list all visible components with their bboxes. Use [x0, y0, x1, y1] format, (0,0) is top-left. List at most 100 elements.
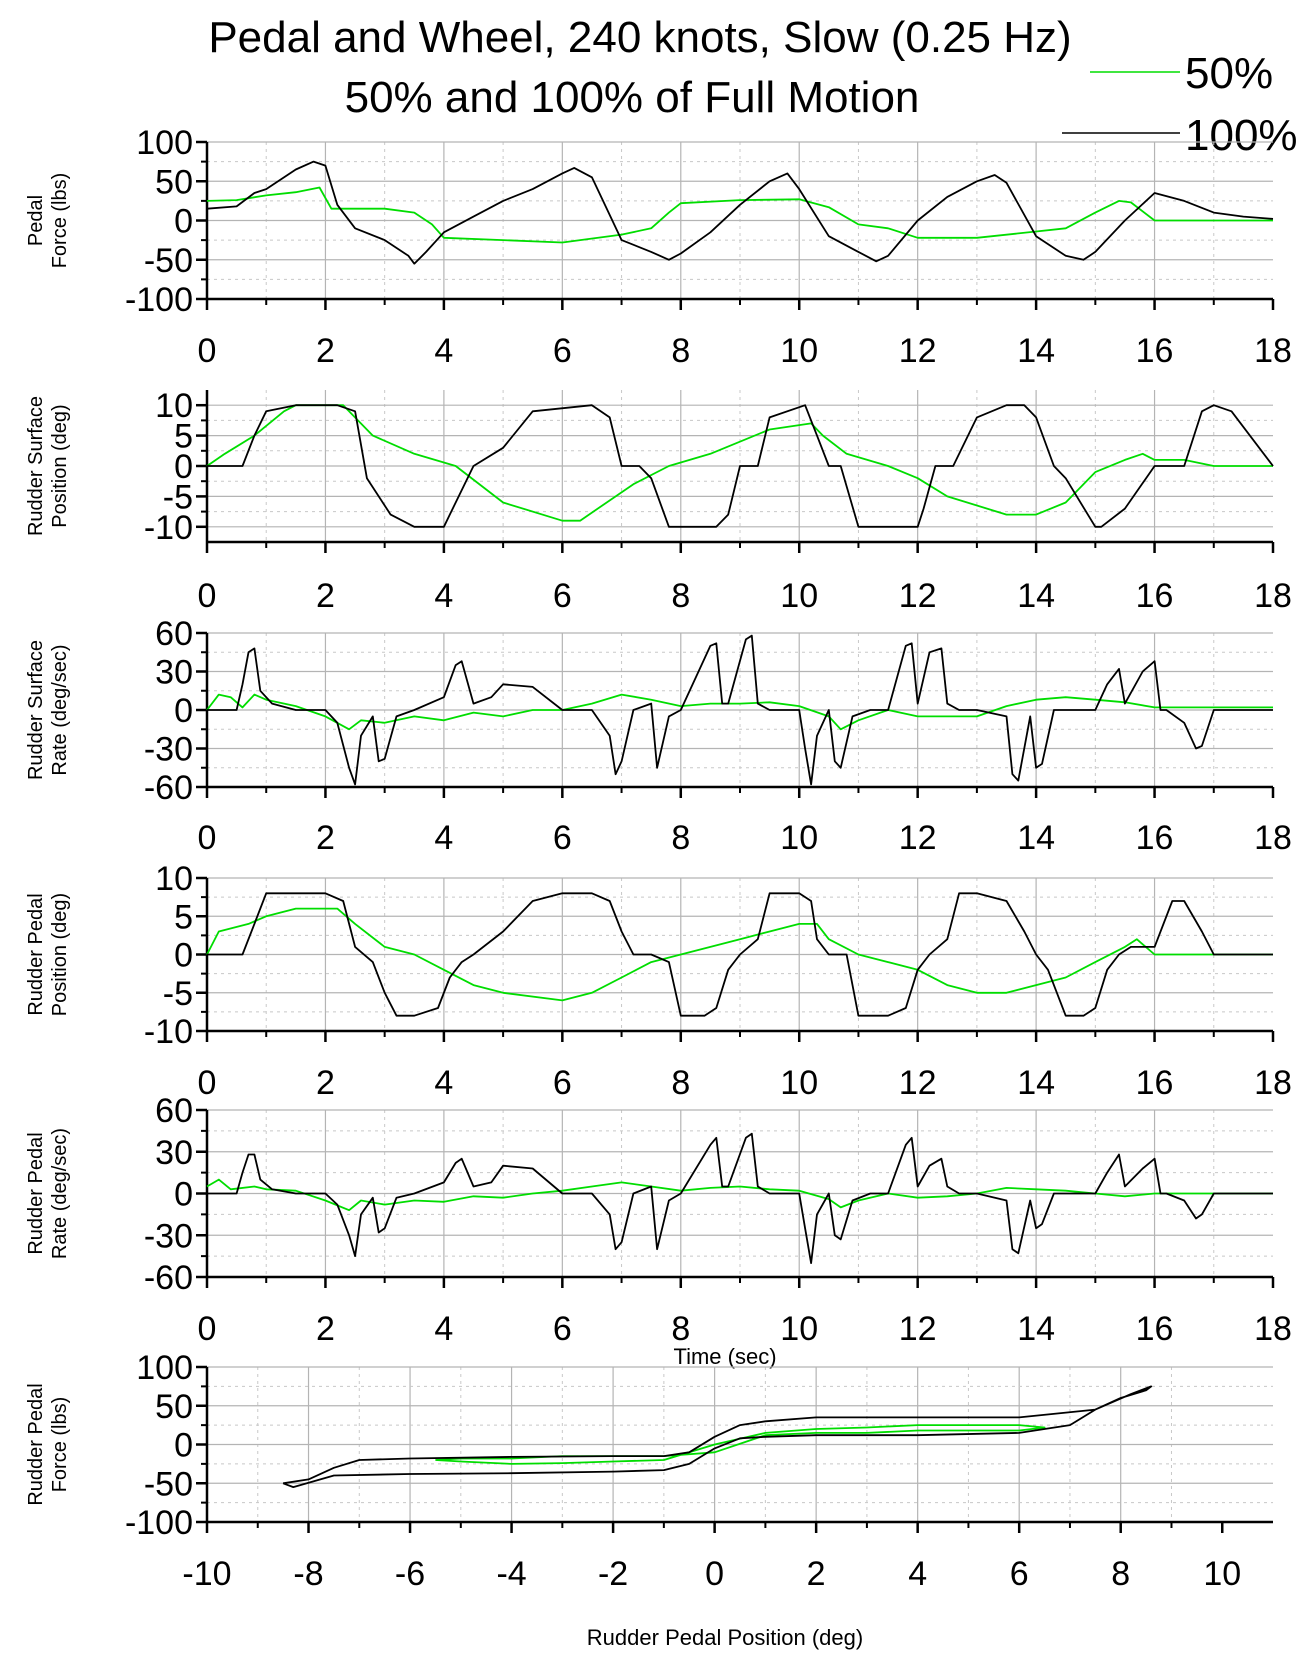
x-tick-label: 14 — [1017, 577, 1055, 615]
x-tick-label: -2 — [598, 1555, 628, 1593]
y-tick-label: 10 — [155, 387, 193, 425]
y-tick-label: -30 — [144, 731, 193, 769]
y-tick-label: -5 — [163, 975, 193, 1013]
y-tick-label: -100 — [125, 281, 193, 319]
x-tick-label: 2 — [316, 1310, 335, 1348]
y-axis-label-line-2: Position (deg) — [49, 893, 71, 1016]
y-tick-label: 0 — [174, 692, 193, 730]
x-tick-label: 10 — [1203, 1555, 1241, 1593]
x-tick-label: 10 — [780, 1064, 818, 1102]
y-tick-label: -5 — [163, 478, 193, 516]
series-line-100 — [207, 892, 1273, 1017]
y-tick-label: 5 — [174, 418, 193, 456]
y-axis-label-line-1: Rudder Surface — [25, 640, 47, 780]
y-tick-label: 60 — [155, 615, 193, 653]
x-tick-label: 4 — [434, 577, 453, 615]
series-line-100 — [207, 1132, 1273, 1264]
y-tick-label: -30 — [144, 1217, 193, 1255]
y-axis-label-line-1: Pedal — [25, 195, 47, 246]
series-line-100 — [207, 404, 1274, 528]
y-tick-label: 0 — [174, 1176, 193, 1214]
y-axis-label-line-2: Rate (deg/sec) — [49, 1128, 71, 1259]
series-line-50 — [206, 186, 1273, 244]
y-tick-label: 100 — [136, 124, 193, 162]
y-tick-label: -10 — [144, 1013, 193, 1051]
x-tick-label: 10 — [780, 332, 818, 370]
x-tick-label: 14 — [1017, 1064, 1055, 1102]
x-tick-label: 12 — [899, 1310, 937, 1348]
y-tick-label: -10 — [144, 509, 193, 547]
series-line-50 — [206, 907, 1273, 1002]
x-tick-label: 0 — [198, 1310, 217, 1348]
x-tick-label: 8 — [671, 1064, 690, 1102]
y-tick-label: 50 — [155, 1388, 193, 1426]
series-line-100 — [206, 160, 1274, 265]
x-tick-label: 14 — [1017, 819, 1055, 857]
y-tick-label: 0 — [174, 448, 193, 486]
y-tick-label: 0 — [174, 1427, 193, 1465]
chart-title-line-1: Pedal and Wheel, 240 knots, Slow (0.25 H… — [208, 13, 1071, 62]
y-tick-label: -60 — [144, 769, 193, 807]
legend: 50% 100% — [1062, 49, 1298, 160]
x-tick-label: -6 — [395, 1555, 425, 1593]
legend-label-100: 100% — [1185, 111, 1298, 160]
x-tick-label: 16 — [1136, 332, 1174, 370]
y-tick-label: -100 — [125, 1504, 193, 1542]
y-tick-label: 0 — [174, 937, 193, 975]
x-tick-label: 6 — [553, 332, 572, 370]
x-tick-label: 16 — [1136, 577, 1174, 615]
x-tick-label: 2 — [316, 577, 335, 615]
y-tick-label: -60 — [144, 1259, 193, 1297]
y-axis-label-line-2: Force (lbs) — [49, 1397, 71, 1493]
x-tick-label: 0 — [705, 1555, 724, 1593]
x-tick-label: 4 — [434, 332, 453, 370]
x-tick-label: 0 — [198, 819, 217, 857]
y-axis-label-line-2: Position (deg) — [49, 404, 71, 527]
x-tick-label: 0 — [198, 332, 217, 370]
x-tick-label: 14 — [1017, 1310, 1055, 1348]
x-tick-label: 10 — [780, 1310, 818, 1348]
y-axis-label-line-2: Rate (deg/sec) — [49, 644, 71, 775]
y-tick-label: 10 — [155, 860, 193, 898]
x-tick-label: 2 — [316, 819, 335, 857]
x-tick-label: 6 — [553, 577, 572, 615]
y-axis-label-line-1: Rudder Pedal — [25, 1132, 47, 1254]
series-line-100 — [207, 634, 1273, 786]
x-tick-label: 18 — [1254, 1064, 1292, 1102]
x-tick-label: 16 — [1136, 1064, 1174, 1102]
x-tick-label: 10 — [780, 577, 818, 615]
y-tick-label: -50 — [144, 1465, 193, 1503]
y-tick-label: 100 — [136, 1349, 193, 1387]
y-tick-label: 50 — [155, 163, 193, 201]
x-tick-label: 12 — [899, 577, 937, 615]
y-tick-label: 5 — [174, 898, 193, 936]
x-axis-label: Time (sec) — [673, 1344, 776, 1369]
x-tick-label: -4 — [496, 1555, 526, 1593]
x-axis-label: Rudder Pedal Position (deg) — [587, 1625, 863, 1650]
x-tick-label: 18 — [1254, 1310, 1292, 1348]
y-tick-label: 30 — [155, 1134, 193, 1172]
x-tick-label: 2 — [316, 332, 335, 370]
x-tick-label: 12 — [899, 1064, 937, 1102]
chart-title-line-2: 50% and 100% of Full Motion — [345, 73, 920, 122]
y-tick-label: 60 — [155, 1092, 193, 1130]
x-tick-label: 8 — [671, 577, 690, 615]
x-tick-label: 6 — [553, 1064, 572, 1102]
series-line-50 — [206, 1178, 1273, 1212]
x-tick-label: 6 — [553, 1310, 572, 1348]
x-tick-label: 18 — [1254, 819, 1292, 857]
x-tick-label: 18 — [1254, 332, 1292, 370]
x-tick-label: 0 — [198, 1064, 217, 1102]
x-tick-label: 2 — [807, 1555, 826, 1593]
series-line-100 — [282, 1385, 1153, 1488]
x-tick-label: -10 — [182, 1555, 231, 1593]
legend-label-50: 50% — [1185, 49, 1273, 98]
x-tick-label: 18 — [1254, 577, 1292, 615]
x-tick-label: 4 — [434, 1310, 453, 1348]
